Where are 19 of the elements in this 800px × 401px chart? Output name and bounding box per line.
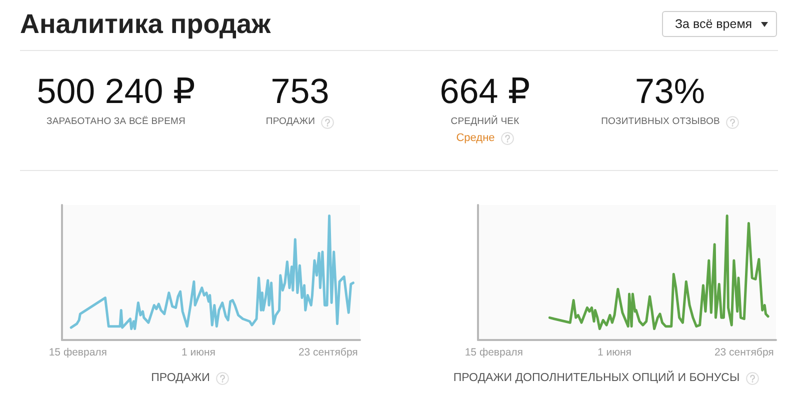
- x-axis-title: ПРОДАЖИ: [151, 371, 210, 385]
- x-tick-label: 23 сентября: [298, 346, 358, 358]
- x-tick-label: 1 июня: [181, 346, 216, 358]
- text: ЗАРАБОТАНО ЗА ВСЁ ВРЕМЯ: [46, 115, 186, 129]
- text: 664 ₽: [440, 71, 530, 113]
- text: СРЕДНИЙ ЧЕК: [450, 115, 520, 129]
- text: 753: [270, 71, 330, 113]
- x-axis-title: ПРОДАЖИ ДОПОЛНИТЕЛЬНЫХ ОПЦИЙ И БОНУСЫ: [453, 371, 740, 385]
- x-tick-label: 23 сентября: [714, 346, 774, 358]
- x-tick-label: 15 февраля: [48, 346, 107, 358]
- x-tick-label: 15 февраля: [464, 346, 523, 358]
- text: Средне: [456, 131, 495, 145]
- text: Аналитика продаж: [20, 8, 271, 41]
- text: 500 240 ₽: [36, 71, 196, 113]
- period-dropdown: За всё время: [662, 11, 777, 37]
- text: 73%: [634, 71, 706, 113]
- text: ПРОДАЖИ: [266, 115, 316, 129]
- x-tick-label: 1 июня: [597, 346, 632, 358]
- text: ПОЗИТИВНЫХ ОТЗЫВОВ: [601, 115, 720, 129]
